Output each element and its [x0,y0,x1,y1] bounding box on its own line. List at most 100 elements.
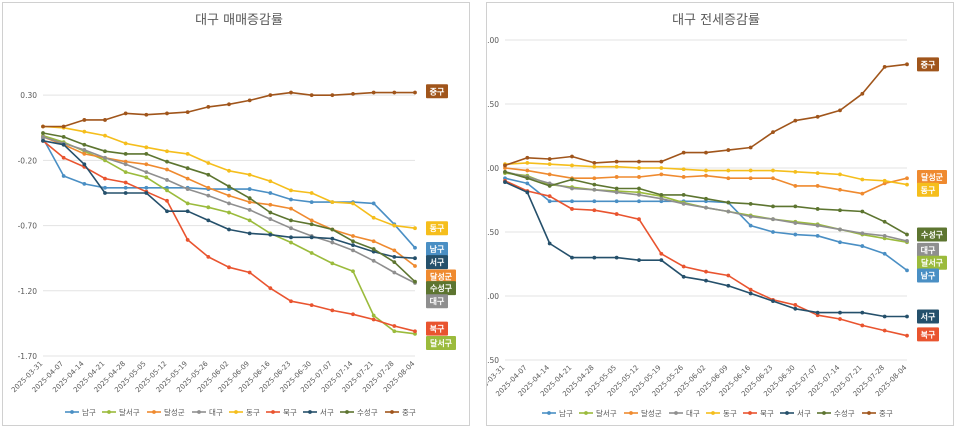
series-서구-point [614,255,619,260]
legend-swatch-marker [70,410,74,414]
series-수성구-point [726,200,731,205]
legend-swatch-marker [271,410,275,414]
series-동구-point [860,177,865,182]
series-서구-point [61,142,66,147]
series-달성군-point [392,248,397,253]
end-label-text: 달서구 [921,258,944,268]
end-label-대구: 대구 [426,294,448,309]
series-동구-point [882,178,887,183]
end-label-중구: 중구 [426,84,448,99]
series-달성군-point [525,168,530,173]
series-대구-point [905,239,909,243]
series-달성군-point [860,191,865,196]
series-북구-point [659,251,664,256]
series-달성군-point [144,162,149,167]
series-중구-point [82,118,87,122]
series-달성군-point [659,172,664,177]
series-중구-point [860,91,865,96]
series-달성군-point [289,206,293,211]
series-남구-point [227,187,231,191]
series-달성군-point [247,200,252,205]
end-label-동구: 동구 [917,182,939,197]
series-동구-point [227,168,231,173]
legend-swatch-marker [584,411,588,415]
series-달서구-point [351,269,355,274]
legend-item-중구: 중구 [862,409,893,418]
series-중구-point [748,145,753,150]
legend-swatch-marker [822,411,826,415]
legend-label: 서구 [320,408,334,417]
end-label-text: 달성군 [430,271,453,281]
y-tick-label: 0.30 [20,91,37,100]
series-서구-point [793,306,798,311]
series-동구-point [371,215,376,220]
end-label-box [917,242,939,257]
series-달서구-point [227,210,231,215]
series-서구-point [659,258,664,263]
series-중구-point [351,91,355,96]
legend-item-대구: 대구 [669,409,700,418]
series-서구-point [860,310,865,315]
series-수성구-point [144,151,149,156]
series-대구-point [351,248,355,253]
series-중구-point [61,124,66,129]
series-동구-point [247,172,252,177]
series-수성구-point [82,142,87,147]
series-서구-point [771,299,775,304]
series-동구-point [726,168,731,173]
end-label-동구: 동구 [426,221,448,236]
series-남구-point [103,185,107,190]
series-동구-point [838,172,842,177]
series-동구-point [681,167,686,172]
series-달성군-point [637,175,641,179]
end-label-text: 북구 [430,324,445,334]
legend-item-달서구: 달서구 [102,408,140,417]
end-label-box [917,227,947,242]
series-북구-point [860,323,865,328]
series-대구-point [41,135,45,139]
series-남구-point [614,199,619,204]
end-label-서구: 서구 [426,255,448,270]
series-대구-point [592,187,597,192]
series-대구-point [681,201,686,206]
end-label-text: 서구 [430,257,445,267]
series-서구-point [592,255,597,260]
series-동구-point [206,161,211,165]
series-중구-point [185,110,190,115]
series-달성군-point [838,187,842,192]
series-중구-line [43,91,415,128]
series-중구-point [793,118,798,123]
series-남구-point [547,199,552,204]
legend-label: 중구 [402,408,416,417]
series-서구-point [309,235,314,240]
series-동구-point [82,129,87,134]
series-서구-point [351,243,355,248]
end-label-달성군: 달성군 [426,269,456,284]
series-중구-point [41,124,45,129]
series-동구-point [525,160,530,165]
series-동구-point [637,166,641,170]
legend-label: 달성군 [164,408,185,417]
series-중구-point [905,62,909,67]
series-달성군-point [123,159,128,164]
series-대구-point [704,205,708,210]
series-대구-point [206,193,211,198]
series-동구-point [771,168,775,173]
legend-label: 대구 [209,408,223,417]
end-label-중구: 중구 [917,57,939,72]
series-동구-point [547,162,552,167]
series-달성군-point [547,172,552,177]
series-서구-point [41,138,45,143]
series-북구-point [247,270,252,275]
series-대구-point [815,223,820,228]
series-북구-point [592,208,597,213]
legend-item-달서구: 달서구 [579,409,617,418]
end-label-box [426,294,448,309]
series-달성군-point [227,193,231,198]
series-남구-point [793,232,798,237]
y-tick-label: -0.50 [487,228,499,237]
series-중구-point [882,64,887,69]
series-서구-point [185,209,190,214]
series-달성군-point [704,173,708,178]
series-수성구-point [268,210,273,215]
